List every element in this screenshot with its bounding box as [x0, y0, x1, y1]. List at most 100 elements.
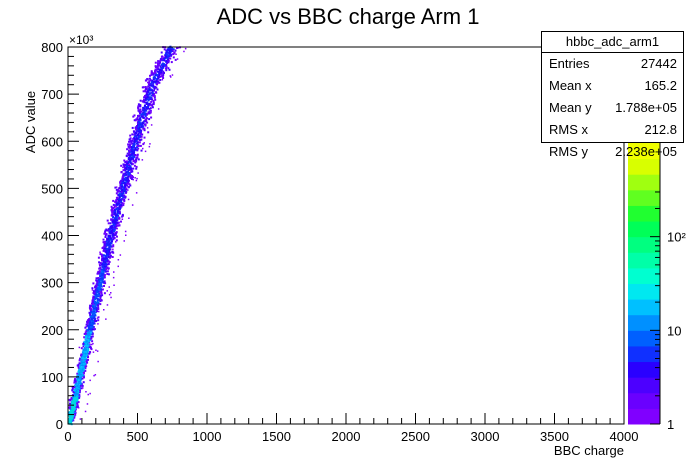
heatmap-cell	[111, 207, 114, 210]
heatmap-cell	[106, 237, 108, 240]
stats-label: RMS x	[549, 122, 588, 137]
heatmap-cell	[116, 188, 119, 191]
heatmap-outlier	[91, 343, 93, 346]
heatmap-cell	[77, 401, 80, 404]
heatmap-cell	[129, 156, 132, 159]
heatmap-cell	[106, 219, 109, 222]
colorbar-tick-label: 10²	[667, 230, 686, 245]
heatmap-cell	[77, 363, 80, 366]
heatmap-cell	[110, 245, 113, 248]
heatmap-outlier	[163, 56, 165, 58]
heatmap-cell	[151, 103, 154, 106]
heatmap-cell	[94, 288, 97, 291]
heatmap-cell	[104, 264, 107, 267]
heatmap-cell	[151, 91, 154, 94]
heatmap-cell	[152, 99, 155, 102]
heatmap-cell	[81, 377, 84, 380]
heatmap-cell	[149, 96, 152, 99]
heatmap-cell	[144, 123, 147, 126]
heatmap-cell	[126, 161, 129, 164]
heatmap-outlier	[103, 309, 105, 311]
heatmap-cell	[73, 392, 76, 395]
heatmap-cell	[124, 161, 127, 164]
heatmap-cell	[112, 203, 115, 206]
heatmap-cell	[161, 62, 164, 65]
heatmap-outlier	[137, 144, 139, 146]
heatmap-cell	[165, 67, 167, 70]
heatmap-cell	[72, 391, 75, 393]
heatmap-cell	[147, 105, 149, 108]
heatmap-cell	[128, 183, 131, 186]
heatmap-outlier	[150, 124, 153, 126]
heatmap-outlier	[175, 53, 177, 55]
heatmap-outlier	[93, 374, 95, 377]
heatmap-cell	[169, 57, 172, 60]
heatmap-cell	[149, 88, 151, 91]
heatmap-cell	[144, 87, 147, 90]
heatmap-cell	[118, 208, 121, 211]
heatmap-cell	[105, 268, 107, 271]
heatmap-cell	[80, 355, 83, 358]
heatmap-cell	[149, 107, 152, 110]
heatmap-cell	[162, 70, 165, 73]
heatmap-cell	[136, 117, 139, 119]
heatmap-cell	[152, 73, 155, 76]
heatmap-cell	[71, 394, 74, 397]
heatmap-outlier	[96, 350, 99, 352]
heatmap-cell	[73, 381, 76, 384]
heatmap-cell	[160, 51, 163, 54]
heatmap-cell	[102, 275, 105, 278]
heatmap-cell	[78, 362, 81, 365]
heatmap-outlier	[125, 234, 127, 236]
heatmap-outlier	[99, 291, 101, 293]
x-tick-label: 4000	[610, 429, 639, 444]
heatmap-cell	[172, 53, 175, 56]
heatmap-cell	[132, 160, 135, 162]
heatmap-cell	[128, 168, 131, 171]
heatmap-cells	[68, 45, 187, 426]
heatmap-outlier	[113, 227, 115, 229]
heatmap-cell	[99, 300, 102, 303]
heatmap-cell	[103, 242, 106, 245]
heatmap-outlier	[128, 217, 130, 219]
heatmap-cell	[128, 151, 131, 153]
heatmap-cell	[104, 282, 107, 285]
heatmap-cell	[143, 105, 146, 108]
heatmap-cell	[92, 306, 95, 309]
heatmap-cell	[88, 345, 91, 348]
heatmap-cell	[129, 139, 132, 142]
heatmap-cell	[120, 220, 122, 223]
heatmap-cell	[177, 46, 180, 49]
heatmap-cell	[140, 138, 143, 141]
heatmap-cell	[114, 225, 117, 228]
colorbar-segment	[628, 158, 660, 175]
heatmap-cell	[113, 205, 116, 208]
heatmap-cell	[143, 110, 146, 113]
heatmap-cell	[109, 222, 112, 225]
heatmap-outlier	[131, 204, 134, 206]
stats-label: Entries	[549, 56, 590, 71]
heatmap-cell	[150, 73, 153, 76]
heatmap-cell	[172, 56, 175, 59]
heatmap-cell	[112, 219, 115, 222]
heatmap-outlier	[154, 95, 156, 97]
heatmap-cell	[168, 53, 171, 56]
heatmap-cell	[96, 297, 99, 300]
heatmap-cell	[95, 290, 98, 293]
heatmap-cell	[132, 167, 135, 170]
heatmap-outlier	[150, 112, 152, 114]
stats-box: hbbc_adc_arm1 Entries 27442 Mean x 165.2…	[541, 31, 684, 159]
heatmap-cell	[153, 92, 156, 95]
heatmap-cell	[102, 281, 105, 284]
heatmap-cell	[100, 253, 103, 256]
heatmap-cell	[101, 277, 104, 280]
heatmap-cell	[108, 250, 111, 253]
heatmap-cell	[130, 176, 133, 179]
heatmap-cell	[91, 328, 94, 331]
heatmap-cell	[110, 230, 113, 232]
heatmap-cell	[139, 108, 142, 111]
heatmap-cell	[99, 277, 102, 280]
heatmap-cell	[86, 352, 89, 355]
heatmap-cell	[140, 122, 143, 125]
heatmap-cell	[120, 201, 123, 204]
